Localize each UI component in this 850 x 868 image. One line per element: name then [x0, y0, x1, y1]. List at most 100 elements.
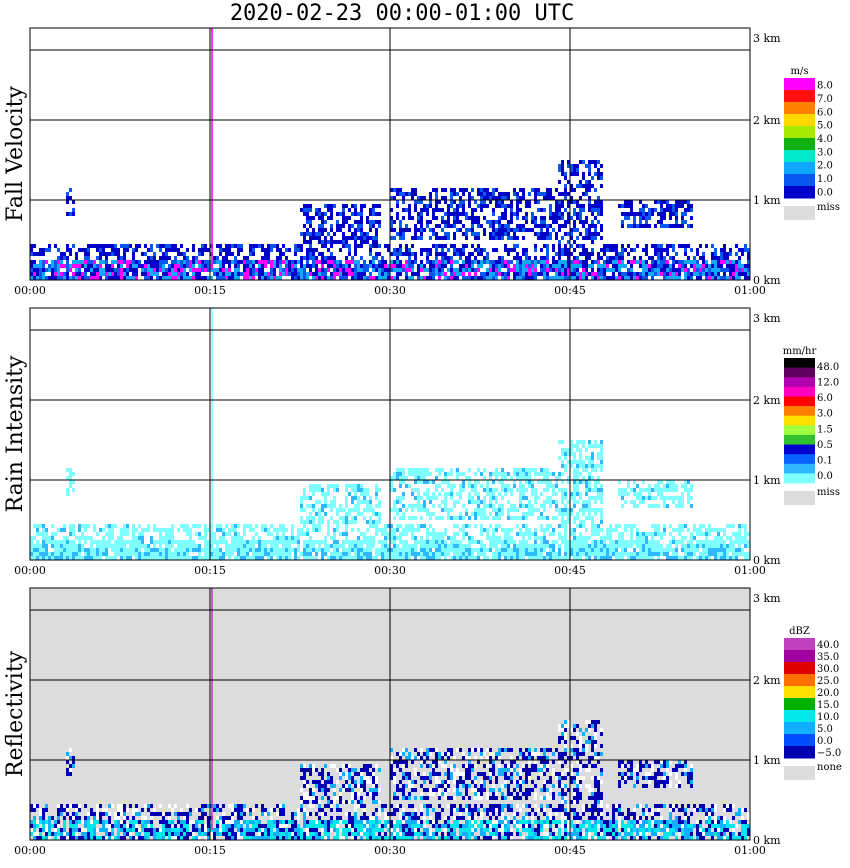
heatmap-cell	[180, 272, 183, 276]
heatmap-cell	[558, 552, 561, 556]
heatmap-cell	[558, 272, 561, 276]
heatmap-cell	[390, 476, 393, 480]
heatmap-cell	[66, 536, 69, 540]
heatmap-cell	[117, 268, 120, 272]
heatmap-cell	[177, 272, 180, 276]
heatmap-cell	[111, 272, 114, 276]
heatmap-cell	[648, 484, 651, 488]
heatmap-cell	[345, 520, 348, 524]
heatmap-cell	[657, 504, 660, 508]
heatmap-cell	[159, 556, 162, 560]
heatmap-cell	[549, 496, 552, 500]
heatmap-cell	[492, 236, 495, 240]
heatmap-cell	[675, 208, 678, 212]
heatmap-cell	[300, 496, 303, 500]
heatmap-cell	[615, 544, 618, 548]
heatmap-cell	[645, 220, 648, 224]
heatmap-cell	[351, 272, 354, 276]
heatmap-cell	[441, 268, 444, 272]
heatmap-cell	[51, 524, 54, 528]
heatmap-cell	[378, 252, 381, 256]
heatmap-cell	[327, 232, 330, 236]
heatmap-cell	[39, 552, 42, 556]
heatmap-cell	[537, 224, 540, 228]
heatmap-cell	[159, 260, 162, 264]
heatmap-cell	[714, 268, 717, 272]
heatmap-cell	[642, 224, 645, 228]
heatmap-cell	[453, 276, 456, 280]
heatmap-cell	[297, 548, 300, 552]
heatmap-cell	[540, 232, 543, 236]
heatmap-cell	[399, 264, 402, 268]
heatmap-cell	[231, 260, 234, 264]
heatmap-cell	[615, 276, 618, 280]
heatmap-cell	[483, 200, 486, 204]
heatmap-cell	[630, 204, 633, 208]
heatmap-cell	[717, 276, 720, 280]
heatmap-cell	[48, 828, 51, 832]
heatmap-cell	[528, 204, 531, 208]
heatmap-cell	[597, 212, 600, 216]
heatmap-cell	[228, 252, 231, 256]
heatmap-cell	[558, 228, 561, 232]
heatmap-cell	[423, 492, 426, 496]
heatmap-cell	[453, 552, 456, 556]
heatmap-cell	[678, 556, 681, 560]
heatmap-cell	[159, 244, 162, 248]
heatmap-cell	[390, 196, 393, 200]
heatmap-cell	[201, 556, 204, 560]
heatmap-cell	[603, 276, 606, 280]
heatmap-cell	[309, 540, 312, 544]
heatmap-cell	[54, 548, 57, 552]
heatmap-cell	[693, 260, 696, 264]
heatmap-cell	[63, 524, 66, 528]
heatmap-cell	[402, 468, 405, 472]
heatmap-cell	[600, 488, 603, 492]
heatmap-cell	[120, 552, 123, 556]
heatmap-cell	[399, 556, 402, 560]
heatmap-cell	[306, 276, 309, 280]
heatmap-cell	[357, 512, 360, 516]
heatmap-cell	[492, 540, 495, 544]
heatmap-cell	[102, 548, 105, 552]
heatmap-cell	[411, 236, 414, 240]
heatmap-cell	[504, 276, 507, 280]
heatmap-cell	[570, 232, 573, 236]
heatmap-cell	[543, 208, 546, 212]
heatmap-cell	[549, 204, 552, 208]
heatmap-cell	[495, 544, 498, 548]
heatmap-cell	[135, 536, 138, 540]
heatmap-cell	[540, 492, 543, 496]
heatmap-cell	[423, 500, 426, 504]
heatmap-cell	[189, 536, 192, 540]
heatmap-cell	[426, 268, 429, 272]
heatmap-cell	[336, 540, 339, 544]
heatmap-cell	[708, 268, 711, 272]
heatmap-cell	[252, 244, 255, 248]
heatmap-cell	[117, 540, 120, 544]
heatmap-cell	[258, 260, 261, 264]
heatmap-cell	[327, 524, 330, 528]
heatmap-cell	[717, 556, 720, 560]
heatmap-cell	[684, 260, 687, 264]
heatmap-cell	[330, 536, 333, 540]
heatmap-cell	[435, 516, 438, 520]
heatmap-cell	[651, 272, 654, 276]
heatmap-cell	[615, 268, 618, 272]
heatmap-cell	[126, 548, 129, 552]
heatmap-cell	[30, 252, 33, 256]
heatmap-cell	[660, 244, 663, 248]
heatmap-cell	[489, 504, 492, 508]
heatmap-cell	[153, 264, 156, 268]
heatmap-cell	[453, 272, 456, 276]
heatmap-cell	[396, 512, 399, 516]
heatmap-cell	[330, 256, 333, 260]
heatmap-cell	[402, 236, 405, 240]
heatmap-cell	[492, 192, 495, 196]
heatmap-cell	[135, 244, 138, 248]
heatmap-cell	[435, 256, 438, 260]
heatmap-cell	[507, 268, 510, 272]
heatmap-cell	[189, 548, 192, 552]
heatmap-cell	[420, 208, 423, 212]
heatmap-cell	[99, 528, 102, 532]
